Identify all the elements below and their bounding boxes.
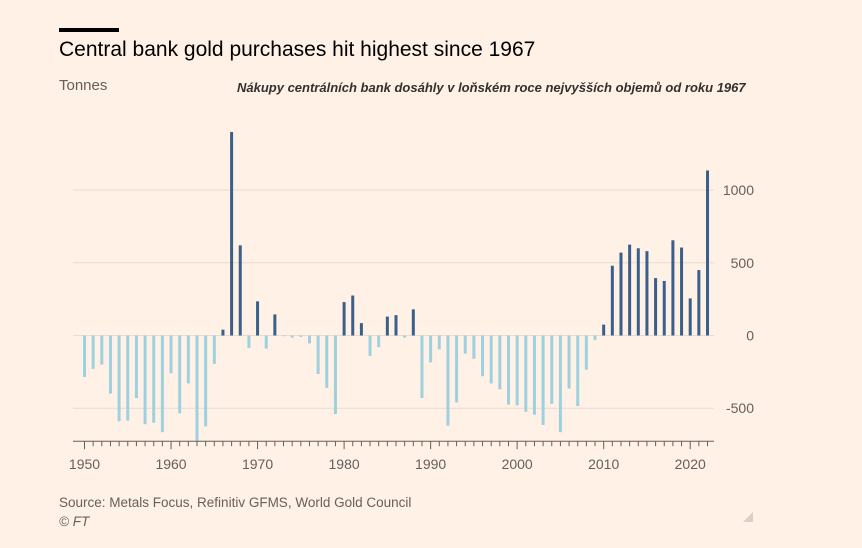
bar-1974 [290,335,294,338]
bar-1953 [108,335,112,394]
bar-2005 [558,335,562,433]
bar-1973 [282,335,286,337]
resize-corner-icon [743,512,753,522]
bar-1966 [221,329,225,336]
bar-1975 [299,335,303,337]
bar-1980 [342,302,346,336]
bar-1971 [264,335,268,349]
x-axis-labels: 1950 1960 1970 1980 1990 2000 2010 2020 [69,456,706,472]
bar-2003 [541,335,545,425]
x-tick-label: 1990 [415,456,446,472]
bar-2019 [680,247,684,336]
bar-1991 [437,335,441,350]
bar-1979 [333,335,337,415]
bar-2008 [584,335,588,370]
bar-1998 [498,335,502,390]
bar-2007 [576,335,580,407]
bar-1968 [238,245,242,336]
x-tick-label: 1970 [242,456,273,472]
y-tick-label: 0 [746,328,754,344]
bar-1981 [351,295,355,336]
bar-1951 [91,335,95,369]
bar-2014 [636,248,640,336]
bar-1986 [394,315,398,336]
bar-1993 [455,335,459,403]
bar-1987 [403,335,407,338]
bar-1988 [411,309,415,336]
bar-1958 [152,335,156,423]
bar-1950 [83,335,86,377]
bar-2016 [654,278,658,336]
unit-label: Tonnes [59,77,108,94]
bar-1960 [169,335,173,374]
x-tick-label: 1960 [155,456,186,472]
bar-2001 [524,335,528,412]
bar-2022 [706,170,710,336]
x-tick-label: 2020 [675,456,706,472]
bar-1962 [186,335,190,384]
bar-2012 [619,252,623,336]
bar-2021 [697,270,701,336]
y-tick-label: 500 [731,255,755,271]
bar-1982 [359,323,363,336]
y-tick-label: -500 [726,400,754,416]
bar-2013 [628,244,632,336]
bar-1984 [377,335,381,348]
bar-1983 [368,335,372,356]
bar-1963 [195,335,199,442]
chart-subtitle: Nákupy centrálních bank dosáhly v loňské… [237,80,746,95]
bar-1964 [204,335,208,427]
x-tick-label: 2000 [502,456,533,472]
bar-2020 [688,298,692,336]
bar-1997 [489,335,493,384]
source-note: Source: Metals Focus, Refinitiv GFMS, Wo… [59,495,412,510]
bar-1965 [212,335,216,364]
copyright: © FT [59,514,90,529]
bar-1957 [143,335,147,425]
bar-2006 [567,335,571,389]
bar-1961 [178,335,182,414]
bar-2010 [602,324,606,336]
bar-2011 [610,265,614,336]
bar-1990 [429,335,433,363]
bar-1967 [230,131,234,336]
title-rule [59,28,119,32]
bar-1995 [472,335,476,359]
bar-1955 [126,335,130,421]
bar-1989 [420,335,424,399]
bar-1994 [463,335,467,354]
bar-1992 [446,335,450,426]
gridlines [73,189,714,409]
bar-1972 [273,314,277,336]
bar-1977 [316,335,320,375]
bar-2004 [550,335,554,404]
bar-1959 [160,335,164,433]
bars [83,131,710,442]
bar-1985 [385,316,389,336]
bar-1970 [256,301,260,336]
bar-1978 [325,335,329,388]
bar-1976 [307,335,311,344]
y-tick-label: 1000 [723,182,754,198]
chart-title: Central bank gold purchases hit highest … [59,38,536,61]
bar-1996 [481,335,485,377]
bar-1969 [247,335,251,348]
bar-1956 [134,335,138,399]
bar-2018 [671,240,675,336]
bar-1952 [100,335,104,365]
y-axis-labels: -500 0 500 1000 [723,182,754,416]
x-tick-label: 2010 [588,456,619,472]
bar-2002 [532,335,536,415]
bar-2015 [645,251,649,336]
x-tick-label: 1980 [329,456,360,472]
x-tick-label: 1950 [69,456,100,472]
x-axis [73,440,714,450]
bar-2000 [515,335,519,406]
bar-2017 [662,280,666,336]
bar-2009 [593,335,597,340]
bar-1954 [117,335,121,422]
bar-1999 [506,335,510,405]
